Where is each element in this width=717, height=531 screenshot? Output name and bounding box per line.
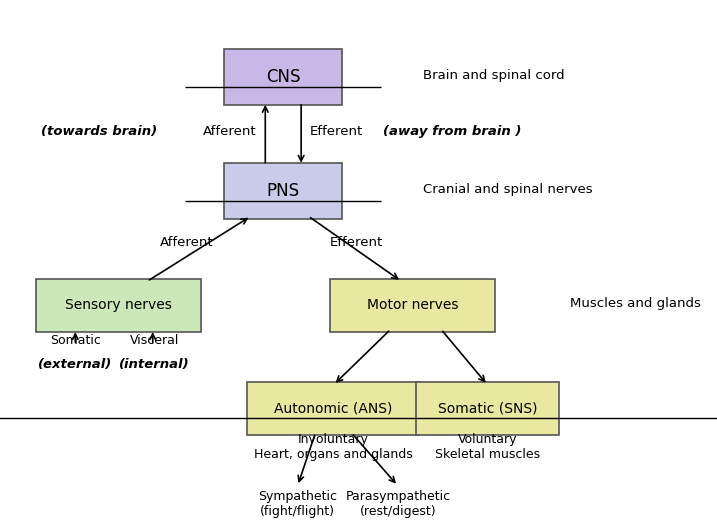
Text: Afferent: Afferent xyxy=(203,125,257,138)
Text: Voluntary
Skeletal muscles: Voluntary Skeletal muscles xyxy=(435,433,540,461)
Text: (away from brain ): (away from brain ) xyxy=(383,125,521,138)
FancyBboxPatch shape xyxy=(36,279,201,332)
Text: Brain and spinal cord: Brain and spinal cord xyxy=(423,69,565,82)
Text: (external): (external) xyxy=(38,358,113,371)
FancyBboxPatch shape xyxy=(224,49,343,105)
Text: Motor nerves: Motor nerves xyxy=(366,298,458,312)
FancyBboxPatch shape xyxy=(247,382,419,435)
Text: Visceral: Visceral xyxy=(130,335,179,347)
Text: CNS: CNS xyxy=(266,68,300,86)
Text: (towards brain): (towards brain) xyxy=(41,125,157,138)
Text: Involuntary
Heart, organs and glands: Involuntary Heart, organs and glands xyxy=(254,433,413,461)
FancyBboxPatch shape xyxy=(224,164,343,219)
Text: Sympathetic
(fight/flight): Sympathetic (fight/flight) xyxy=(258,491,337,518)
Text: Cranial and spinal nerves: Cranial and spinal nerves xyxy=(423,183,593,196)
Text: Muscles and glands: Muscles and glands xyxy=(570,297,701,310)
Text: Autonomic (ANS): Autonomic (ANS) xyxy=(274,402,393,416)
Text: Efferent: Efferent xyxy=(330,236,383,249)
Text: Efferent: Efferent xyxy=(310,125,363,138)
FancyBboxPatch shape xyxy=(416,382,559,435)
Text: PNS: PNS xyxy=(267,182,300,200)
Text: Afferent: Afferent xyxy=(160,236,214,249)
Text: Somatic: Somatic xyxy=(50,335,100,347)
Text: Parasympathetic
(rest/digest): Parasympathetic (rest/digest) xyxy=(346,491,450,518)
Text: Somatic (SNS): Somatic (SNS) xyxy=(438,402,537,416)
Text: (internal): (internal) xyxy=(119,358,189,371)
FancyBboxPatch shape xyxy=(330,279,495,332)
Text: Sensory nerves: Sensory nerves xyxy=(65,298,172,312)
